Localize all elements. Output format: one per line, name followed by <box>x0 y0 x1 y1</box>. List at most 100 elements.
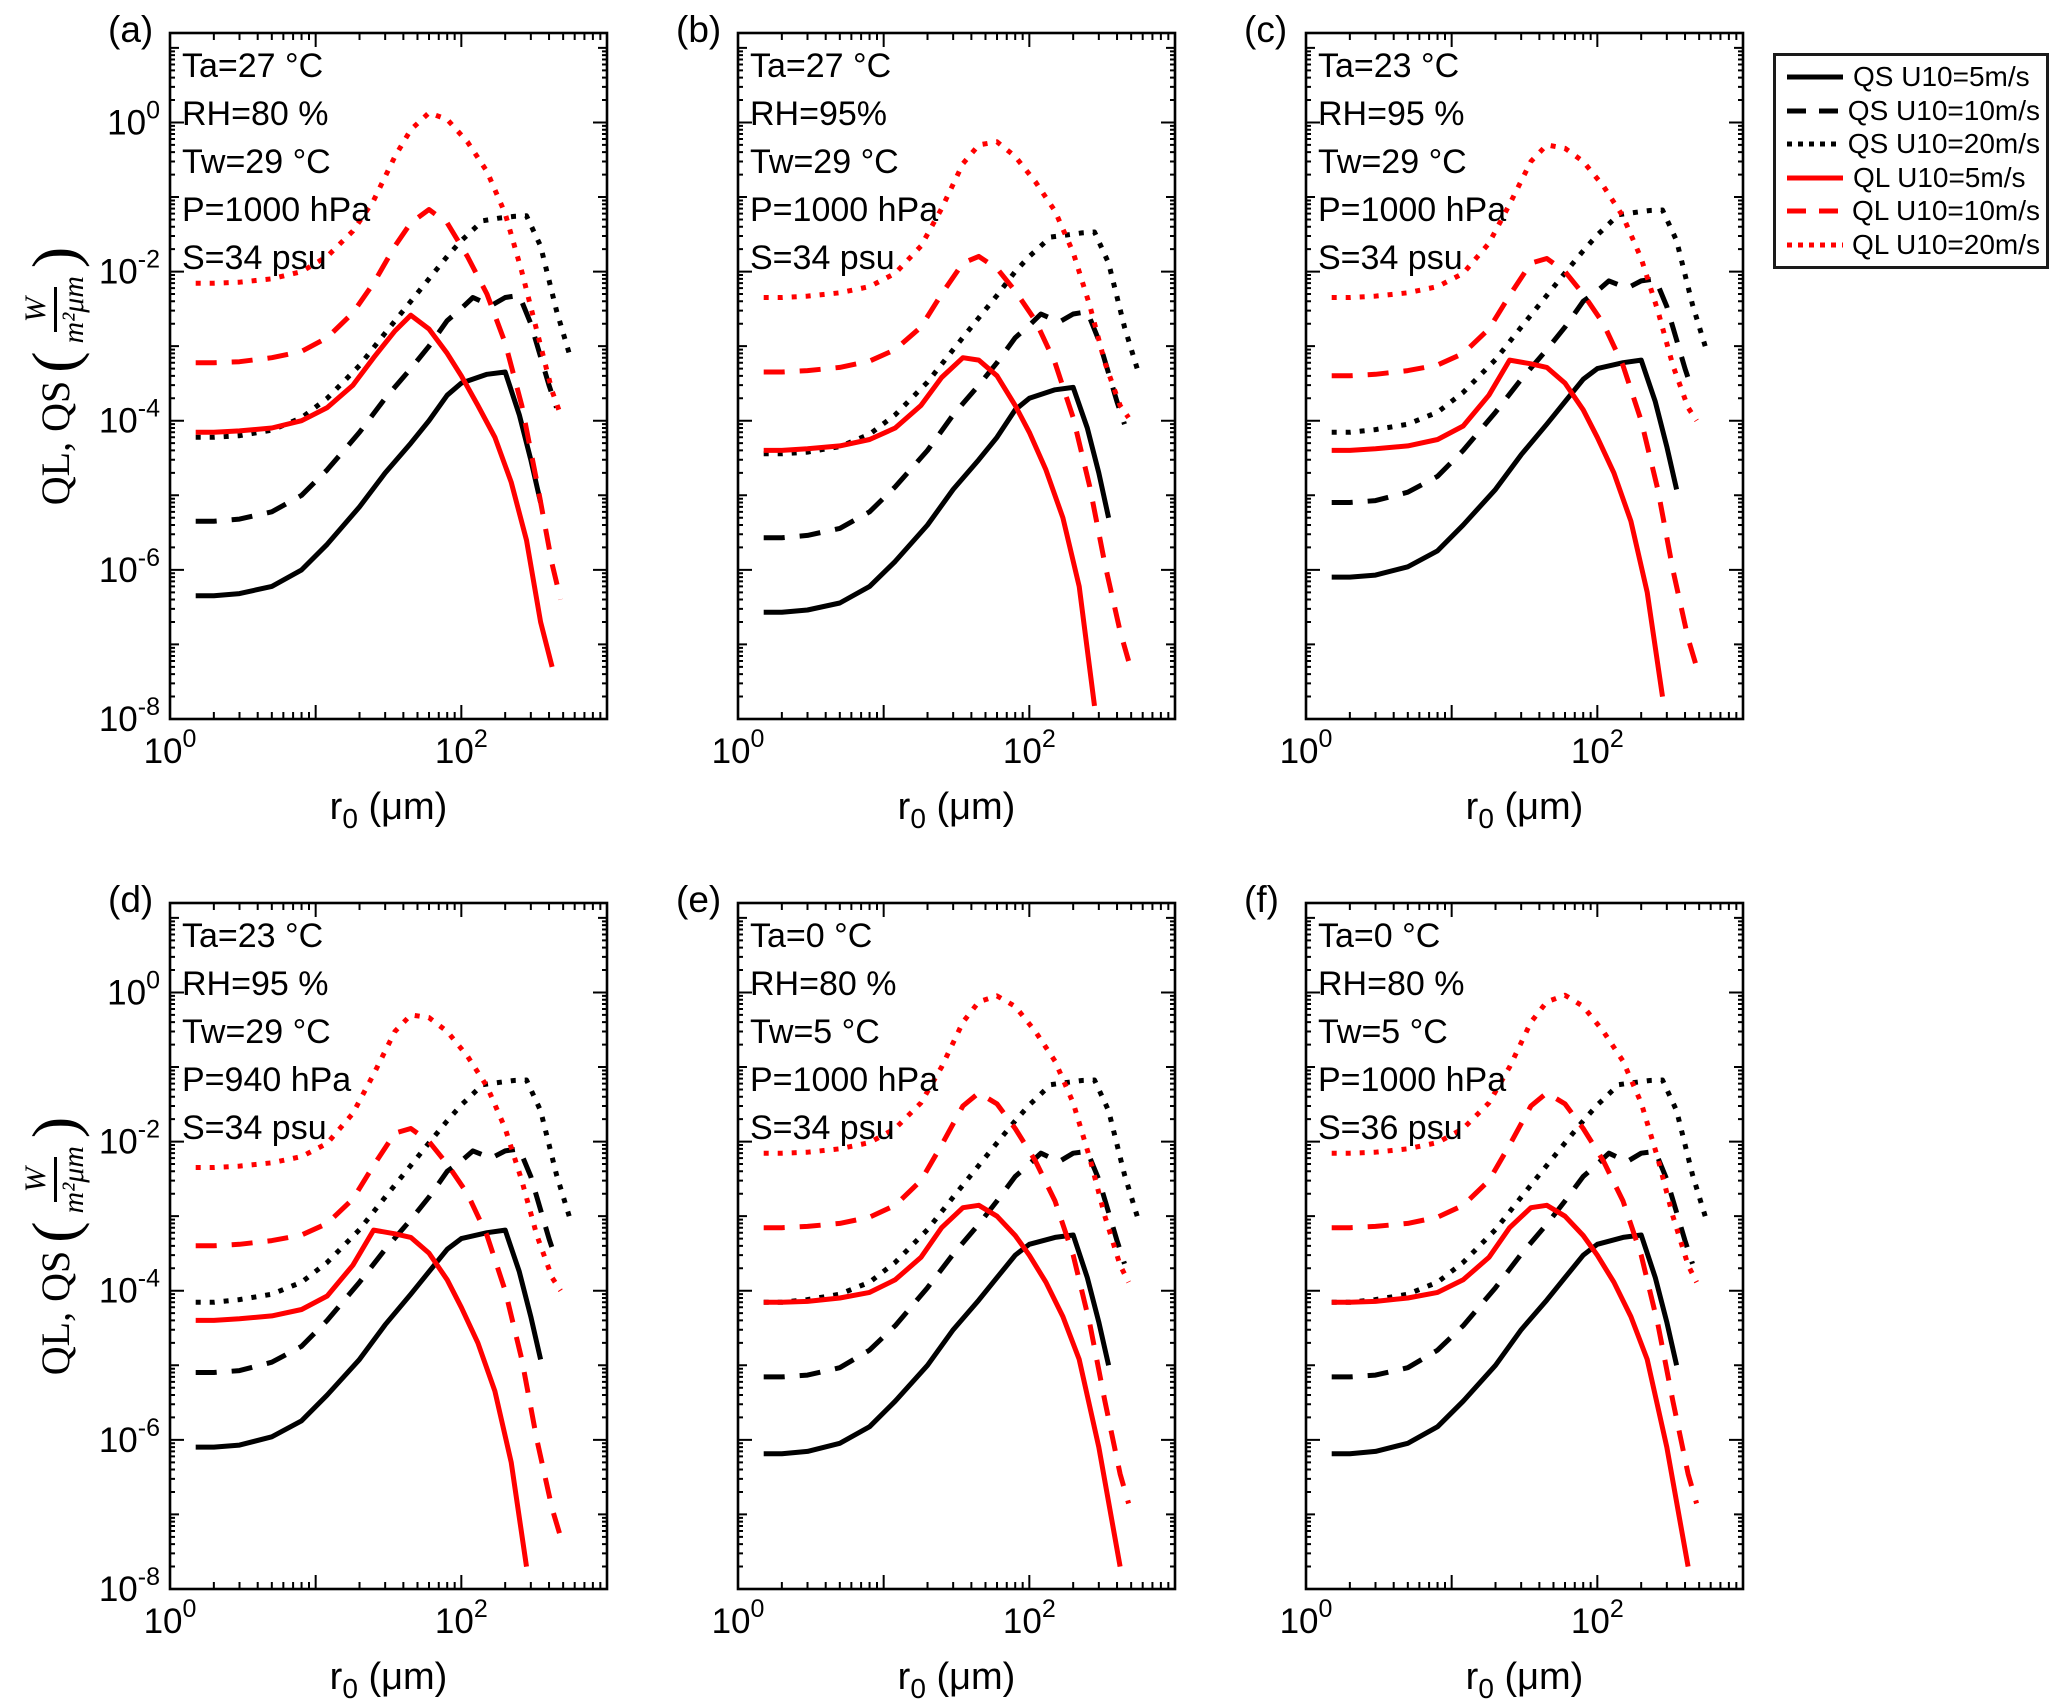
legend-label: QS U10=10m/s <box>1847 94 2040 126</box>
legend-line-sample-dotted <box>1787 242 1843 248</box>
curve-ql-u10-10m-s <box>1331 1090 1700 1505</box>
axis-ticks <box>169 903 608 1590</box>
legend-label: QL U10=10m/s <box>1851 195 2040 227</box>
curve-ql-u10-20m-s <box>195 110 563 416</box>
curve-qs-u10-5m-s <box>763 1232 1112 1457</box>
annotation-line: S=34 psu <box>750 1109 895 1147</box>
annotation-line: S=34 psu <box>750 239 895 277</box>
panel-letter: (e) <box>676 879 721 920</box>
x-axis-label: r0 (μm) <box>330 1656 448 1699</box>
curve-qs-u10-10m-s <box>763 1148 1127 1380</box>
annotation-line: Ta=27 °C <box>182 47 323 85</box>
annotation-line: P=1000 hPa <box>750 1061 938 1099</box>
curve-qs-u10-5m-s <box>1331 1232 1680 1457</box>
ylabel-fraction: W m²μm <box>19 276 91 343</box>
x-tick-label: 102 <box>1003 1595 1056 1641</box>
legend-label: QS U10=5m/s <box>1853 61 2030 93</box>
ylabel-fraction: W m²μm <box>19 1146 91 1213</box>
plot-frame <box>736 31 1177 721</box>
annotation-line: Ta=27 °C <box>750 47 891 85</box>
y-tick-label: 10-2 <box>99 1116 160 1162</box>
annotation-line: P=1000 hPa <box>1318 191 1506 229</box>
x-tick-label: 102 <box>1003 725 1056 771</box>
curve-ql-u10-5m-s <box>195 1227 529 1567</box>
legend-line-sample-dashed <box>1787 208 1843 214</box>
x-tick-label: 100 <box>144 725 197 771</box>
annotation-line: RH=80 % <box>182 95 328 133</box>
curve-ql-u10-5m-s <box>763 355 1097 707</box>
legend-label: QL U10=20m/s <box>1851 228 2040 260</box>
curve-ql-u10-10m-s <box>195 207 564 601</box>
curve-qs-u10-20m-s <box>763 1077 1140 1305</box>
annotation-line: Tw=5 °C <box>750 1013 880 1051</box>
annotation-line: S=34 psu <box>182 1109 327 1147</box>
annotation-line: RH=95 % <box>182 965 328 1003</box>
y-tick-label: 100 <box>107 96 160 142</box>
annotation-line: S=36 psu <box>1318 1109 1463 1147</box>
panel-a: (a) Ta=27 °C RH=80 % Tw=29 °C P=1000 hPa S=34… <box>99 9 609 834</box>
annotation-line: Tw=29 °C <box>182 143 331 181</box>
annotation-line: Ta=0 °C <box>1318 917 1440 955</box>
x-axis-label: r0 (μm) <box>898 1656 1016 1699</box>
x-axis-label: r0 (μm) <box>1466 786 1584 834</box>
axis-ticks <box>169 33 608 720</box>
legend-line-sample-solid <box>1787 175 1843 181</box>
panel-letter: (c) <box>1244 9 1287 50</box>
panel-letter: (f) <box>1244 879 1279 920</box>
y-tick-label: 10-8 <box>99 693 160 739</box>
curve-qs-u10-20m-s <box>195 213 572 440</box>
legend-entry: QS U10=5m/s <box>1786 61 2040 93</box>
annotation-line: Ta=23 °C <box>182 917 323 955</box>
annotation-line: S=34 psu <box>182 239 327 277</box>
annotation-line: Ta=23 °C <box>1318 47 1459 85</box>
annotation-line: P=1000 hPa <box>1318 1061 1506 1099</box>
curve-qs-u10-10m-s <box>195 1146 559 1375</box>
axis-ticks <box>1305 33 1744 720</box>
x-axis-label: r0 (μm) <box>330 786 448 834</box>
curve-ql-u10-5m-s <box>195 312 555 668</box>
curve-qs-u10-5m-s <box>195 1227 544 1450</box>
panel-letter: (b) <box>676 9 721 50</box>
y-tick-label: 10-2 <box>99 246 160 292</box>
ylabel-text: QL, QS <box>32 380 78 506</box>
x-tick-label: 102 <box>435 725 488 771</box>
y-axis-label-row1: QL, QS ( W m²μm ) <box>19 246 91 506</box>
annotation-line: Tw=29 °C <box>1318 143 1467 181</box>
y-tick-label: 10-6 <box>99 544 160 590</box>
curve-qs-u10-20m-s <box>763 229 1140 457</box>
annotation-line: RH=95 % <box>1318 95 1464 133</box>
curve-qs-u10-10m-s <box>1331 1148 1695 1380</box>
axis-ticks <box>1305 903 1744 1590</box>
y-tick-label: 100 <box>107 966 160 1012</box>
x-tick-label: 102 <box>1571 1595 1624 1641</box>
panel-d: (d) Ta=23 °C RH=95 % Tw=29 °C P=940 hPa S=34 … <box>99 879 609 1699</box>
axis-ticks <box>737 903 1176 1590</box>
annotation-line: S=34 psu <box>1318 239 1463 277</box>
annotation-line: P=1000 hPa <box>750 191 938 229</box>
legend-entry: QL U10=10m/s <box>1786 195 2040 227</box>
curve-ql-u10-5m-s <box>1331 1202 1691 1568</box>
y-axis-label-row2: QL, QS ( W m²μm ) <box>19 1116 91 1376</box>
x-axis-label: r0 (μm) <box>898 786 1016 834</box>
plot-frame <box>1304 901 1745 1591</box>
annotation-line: RH=80 % <box>1318 965 1464 1003</box>
ylabel-text: QL, QS <box>32 1250 78 1376</box>
legend-entry: QL U10=20m/s <box>1786 229 2040 261</box>
x-tick-label: 102 <box>1571 725 1624 771</box>
curve-ql-u10-10m-s <box>763 1090 1132 1505</box>
legend-line-sample-solid <box>1787 74 1843 80</box>
plot-frame <box>736 901 1177 1591</box>
ylabel-fraction-denominator: m²μm <box>56 1146 90 1214</box>
annotation-line: RH=80 % <box>750 965 896 1003</box>
ylabel-fraction-numerator: W <box>19 1157 57 1203</box>
curve-qs-u10-10m-s <box>1331 276 1695 505</box>
annotation-line: Ta=0 °C <box>750 917 872 955</box>
legend: QS U10=5m/s QS U10=10m/s QS U10=20m/s QL U1… <box>1773 53 2049 269</box>
annotation-line: Tw=5 °C <box>1318 1013 1448 1051</box>
curve-ql-u10-5m-s <box>763 1202 1123 1568</box>
annotation-line: Tw=29 °C <box>182 1013 331 1051</box>
annotation-line: P=1000 hPa <box>182 191 370 229</box>
panel-f: (f) Ta=0 °C RH=80 % Tw=5 °C P=1000 hPa S=36 p… <box>1244 879 1745 1699</box>
